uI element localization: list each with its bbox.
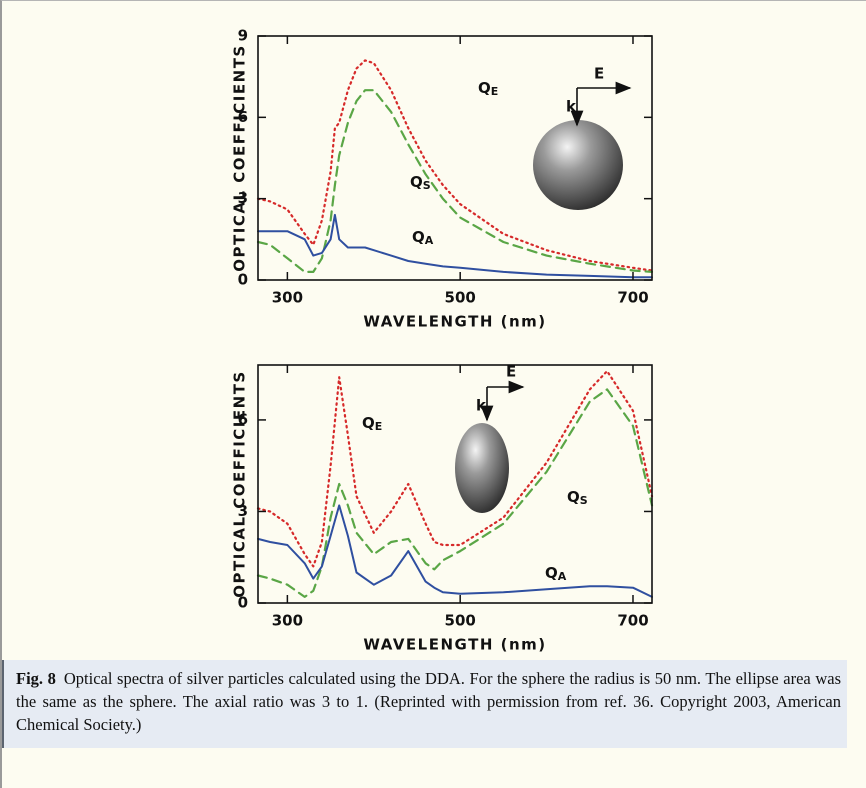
x-tick-label: 300 — [272, 289, 303, 307]
series-label: QA — [412, 228, 434, 248]
wavevector-label: k — [566, 98, 577, 116]
series-line — [257, 504, 653, 598]
y-tick-label: 3 — [238, 502, 248, 520]
sphere-diagram — [533, 81, 632, 210]
caption-text: Optical spectra of silver particles calc… — [16, 669, 841, 734]
series-label: QE — [478, 79, 498, 99]
series-label: QS — [410, 173, 431, 193]
ellipse-diagram — [455, 380, 525, 513]
y-tick-label: 9 — [238, 27, 248, 45]
wavevector-label: k — [476, 397, 487, 415]
y-axis-label: OPTICAL COEFFICIENTS — [231, 370, 249, 597]
series-line — [256, 89, 654, 273]
series-line — [256, 59, 654, 272]
x-tick-label: 500 — [445, 289, 476, 307]
plot-frame — [257, 35, 653, 281]
y-axis-label: OPTICAL COEFFICIENTS — [231, 44, 249, 271]
y-tick-label: 0 — [238, 271, 248, 289]
caption-label: Fig. 8 — [16, 669, 56, 688]
x-tick-label: 500 — [445, 612, 476, 630]
y-tick-label: 6 — [238, 410, 248, 428]
series-label: QE — [362, 414, 382, 434]
series-line — [256, 388, 654, 598]
y-tick-label: 0 — [238, 594, 248, 612]
field-label: E — [506, 363, 516, 381]
plot-frame — [257, 364, 653, 604]
x-tick-label: 700 — [617, 612, 648, 630]
figure-caption: Fig. 8 Optical spectra of silver particle… — [2, 660, 847, 748]
series-label: QS — [567, 488, 588, 508]
y-tick-label: 3 — [238, 189, 248, 207]
figure: QE QS QA 300 500 700 0 3 6 9 WAVELENGTH (nm) OPTICA… — [231, 27, 654, 654]
y-tick-label: 6 — [238, 108, 248, 126]
x-axis-label: WAVELENGTH (nm) — [363, 636, 546, 654]
x-tick-label: 700 — [617, 289, 648, 307]
series-label: QA — [545, 564, 567, 584]
field-label: E — [594, 65, 604, 83]
x-tick-label: 300 — [272, 612, 303, 630]
x-axis-label: WAVELENGTH (nm) — [363, 313, 546, 331]
series-line — [256, 370, 654, 568]
series-line — [257, 213, 653, 279]
